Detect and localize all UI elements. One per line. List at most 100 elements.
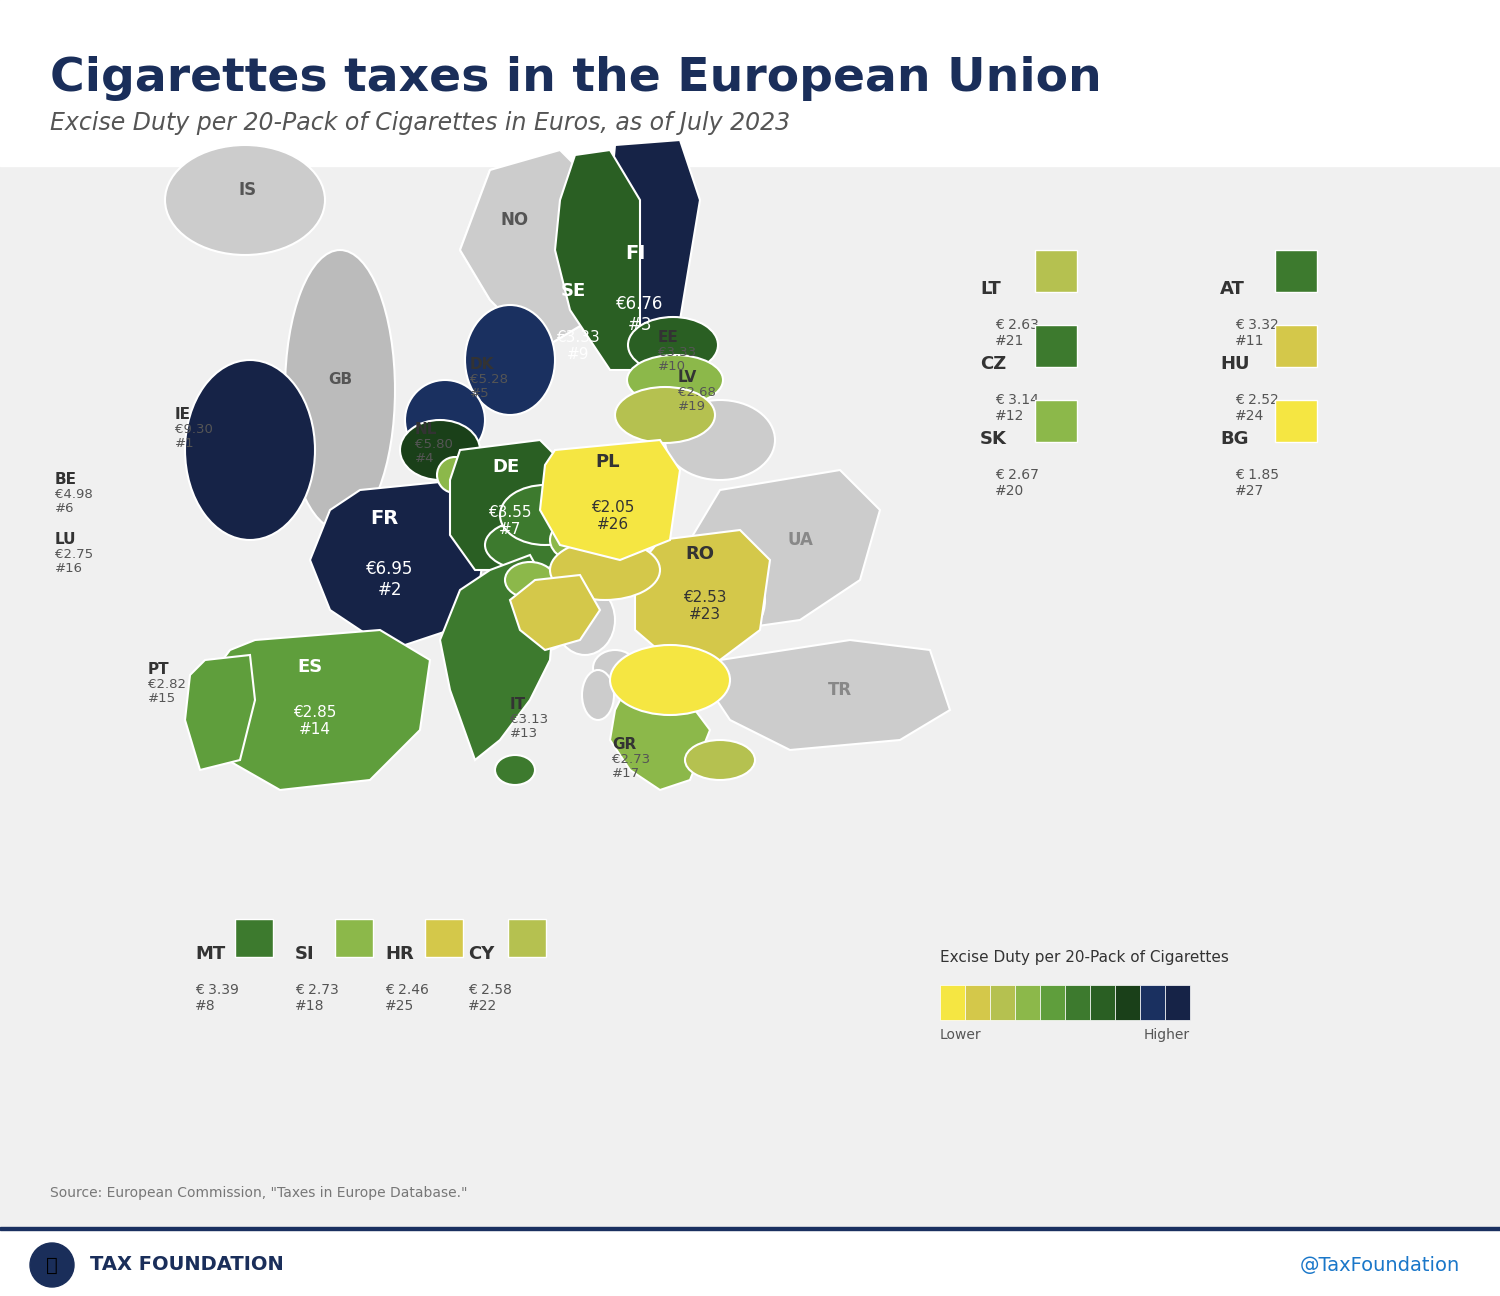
Polygon shape (440, 555, 555, 759)
Ellipse shape (628, 318, 718, 373)
Polygon shape (634, 530, 770, 660)
Text: € 1.85: € 1.85 (1234, 468, 1280, 482)
Text: BE: BE (56, 472, 76, 487)
Text: HR: HR (386, 945, 414, 963)
Polygon shape (510, 575, 600, 651)
Text: DK: DK (470, 356, 495, 372)
Text: #16: #16 (56, 562, 82, 575)
Text: €3.55
#7: €3.55 #7 (489, 505, 531, 538)
Polygon shape (184, 654, 255, 770)
Text: SI: SI (296, 945, 315, 963)
Text: € 2.63: € 2.63 (994, 318, 1039, 332)
Text: EE: EE (658, 330, 678, 345)
Polygon shape (460, 150, 610, 350)
Bar (1035, 325, 1077, 367)
Text: Excise Duty per 20-Pack of Cigarettes: Excise Duty per 20-Pack of Cigarettes (940, 950, 1228, 966)
Ellipse shape (582, 670, 614, 721)
Text: €2.85
#14: €2.85 #14 (294, 705, 336, 737)
Text: € 2.67: € 2.67 (994, 468, 1039, 482)
Ellipse shape (495, 756, 536, 785)
Text: ES: ES (297, 658, 322, 677)
Text: #5: #5 (470, 388, 489, 400)
Ellipse shape (550, 540, 660, 600)
Bar (0, 0, 1500, 166)
Text: € 3.14: € 3.14 (994, 393, 1039, 407)
Bar (236, 919, 273, 956)
Polygon shape (540, 441, 680, 560)
Text: € 2.52: € 2.52 (1234, 393, 1278, 407)
Text: #17: #17 (612, 767, 640, 780)
Bar (1275, 325, 1317, 367)
Text: TAX FOUNDATION: TAX FOUNDATION (90, 1256, 284, 1274)
Text: €5.80: €5.80 (416, 438, 453, 451)
Ellipse shape (526, 590, 570, 651)
Text: #12: #12 (994, 410, 1024, 422)
Text: UA: UA (788, 531, 813, 550)
Ellipse shape (285, 250, 394, 530)
Text: €2.68: €2.68 (678, 386, 716, 399)
Bar (940, 985, 964, 1020)
Text: €3.13: €3.13 (510, 713, 548, 726)
Text: IS: IS (238, 181, 256, 200)
Bar (1065, 985, 1090, 1020)
Polygon shape (690, 470, 880, 630)
Text: NL: NL (416, 422, 438, 437)
Ellipse shape (610, 645, 730, 715)
Text: € 3.32: € 3.32 (1234, 318, 1278, 332)
Text: #21: #21 (994, 334, 1024, 349)
Text: #10: #10 (658, 360, 686, 373)
Ellipse shape (724, 570, 765, 630)
Text: €3.33: €3.33 (658, 346, 696, 359)
Bar (1166, 985, 1190, 1020)
Ellipse shape (506, 562, 555, 597)
Ellipse shape (165, 145, 326, 255)
Bar (1090, 985, 1114, 1020)
Ellipse shape (184, 360, 315, 540)
Text: RO: RO (686, 546, 714, 562)
Polygon shape (710, 640, 950, 750)
Text: €5.28: €5.28 (470, 373, 509, 386)
Polygon shape (310, 480, 490, 651)
Bar (1016, 985, 1040, 1020)
Text: €2.53
#23: €2.53 #23 (682, 590, 726, 622)
Ellipse shape (627, 355, 723, 404)
Text: #6: #6 (56, 502, 75, 515)
Text: Lower: Lower (940, 1028, 981, 1042)
Text: GB: GB (328, 372, 352, 388)
Ellipse shape (450, 535, 510, 575)
Ellipse shape (555, 584, 615, 654)
Ellipse shape (615, 388, 716, 443)
Ellipse shape (405, 380, 484, 460)
Text: #27: #27 (1234, 483, 1264, 498)
Text: #8: #8 (195, 999, 216, 1013)
Bar (334, 919, 374, 956)
Text: €2.75: €2.75 (56, 548, 93, 561)
Text: €6.76
#3: €6.76 #3 (616, 295, 663, 334)
Text: Source: European Commission, "Taxes in Europe Database.": Source: European Commission, "Taxes in E… (50, 1186, 468, 1200)
Text: €3.33
#9: €3.33 #9 (556, 330, 600, 363)
Text: #13: #13 (510, 727, 538, 740)
Text: €6.95
#2: €6.95 #2 (366, 560, 414, 599)
Text: MT: MT (195, 945, 225, 963)
Text: SK: SK (980, 430, 1006, 448)
Polygon shape (555, 150, 640, 369)
Ellipse shape (500, 485, 590, 546)
Ellipse shape (465, 305, 555, 415)
Text: NO: NO (501, 211, 530, 229)
Text: AT: AT (1220, 280, 1245, 298)
Text: Excise Duty per 20-Pack of Cigarettes in Euros, as of July 2023: Excise Duty per 20-Pack of Cigarettes in… (50, 111, 790, 135)
Text: SE: SE (561, 283, 585, 299)
Text: €2.82: €2.82 (148, 678, 186, 691)
Text: #19: #19 (678, 400, 706, 413)
Bar (1040, 985, 1065, 1020)
Ellipse shape (436, 457, 472, 492)
Text: #22: #22 (468, 999, 496, 1013)
Bar (1035, 400, 1077, 442)
Bar (1275, 250, 1317, 292)
Text: LT: LT (980, 280, 1000, 298)
Bar (424, 919, 464, 956)
Text: € 2.58: € 2.58 (468, 982, 512, 997)
Text: #15: #15 (148, 692, 176, 705)
Text: € 2.46: € 2.46 (386, 982, 429, 997)
Text: €9.30: €9.30 (176, 422, 213, 435)
